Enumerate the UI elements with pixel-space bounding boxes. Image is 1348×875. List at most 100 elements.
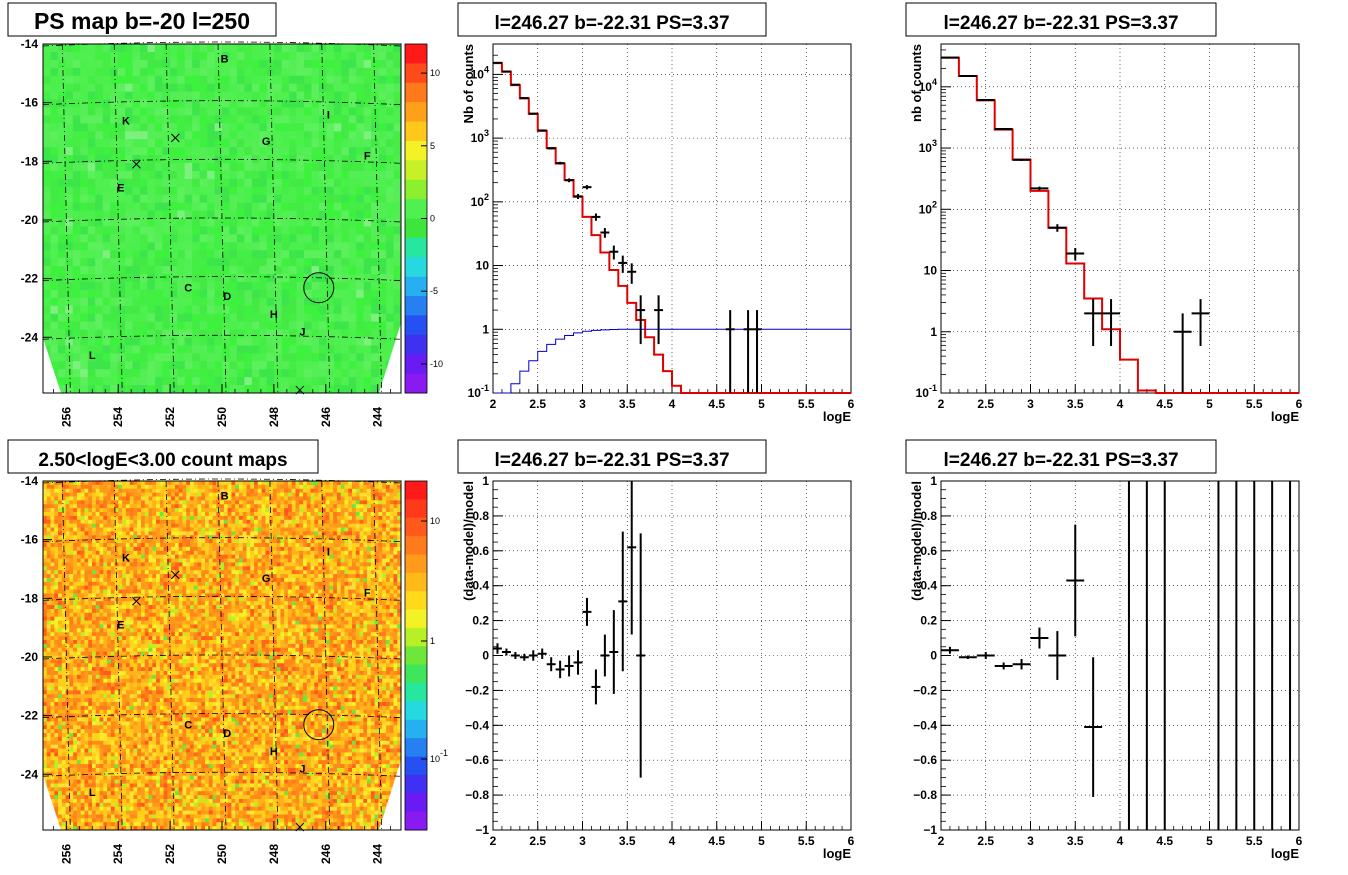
map-cell: [215, 274, 223, 282]
map-cell: [341, 345, 349, 353]
map-cell: [50, 68, 58, 76]
map-cell: [62, 570, 66, 574]
map-cell: [267, 219, 275, 227]
map-cell: [326, 578, 330, 582]
map-cell: [326, 528, 330, 532]
map-cell: [126, 481, 130, 485]
map-cell: [243, 555, 247, 559]
map-cell: [314, 508, 318, 512]
map-cell: [81, 524, 85, 528]
map-cell: [62, 528, 66, 532]
map-cell: [175, 485, 179, 489]
map-cell: [312, 139, 320, 147]
map-cell: [177, 76, 185, 84]
map-cell: [229, 179, 237, 187]
map-cell: [152, 590, 156, 594]
map-cell: [252, 219, 260, 227]
map-cell: [162, 123, 170, 131]
map-cell: [133, 44, 141, 52]
map-cell: [167, 512, 171, 516]
map-cell: [96, 485, 100, 489]
map-cell: [152, 520, 156, 524]
map-cell: [140, 60, 148, 68]
map-cell: [215, 131, 223, 139]
map-cell: [213, 481, 217, 485]
map-cell: [239, 586, 243, 590]
map-cell: [122, 528, 126, 532]
map-cell: [307, 512, 311, 516]
map-cell: [201, 559, 205, 563]
map-cell: [177, 187, 185, 195]
map-cell: [378, 481, 382, 485]
map-cell: [344, 586, 348, 590]
map-cell: [274, 219, 282, 227]
map-cell: [299, 562, 303, 566]
map-cell: [284, 586, 288, 590]
map-cell: [297, 187, 305, 195]
map-cell: [192, 84, 200, 92]
map-cell: [356, 100, 364, 108]
map-cell: [51, 485, 55, 489]
map-cell: [50, 314, 58, 322]
map-cell: [295, 504, 299, 508]
map-cell: [239, 539, 243, 543]
map-cell: [341, 578, 345, 582]
map-cell: [43, 52, 51, 60]
map-cell: [284, 528, 288, 532]
map-cell: [80, 226, 88, 234]
map-cell: [182, 547, 186, 551]
map-cell: [147, 163, 155, 171]
map-cell: [235, 504, 239, 508]
map-cell: [215, 385, 223, 393]
map-cell: [348, 566, 352, 570]
map-cell: [155, 345, 163, 353]
map-cell: [318, 516, 322, 520]
map-cell: [54, 485, 58, 489]
map-cell: [348, 512, 352, 516]
map-cell: [329, 489, 333, 493]
map-cell: [243, 539, 247, 543]
map-cell: [215, 314, 223, 322]
map-cell: [179, 535, 183, 539]
map-cell: [137, 493, 141, 497]
map-cell: [66, 485, 70, 489]
map-cell: [231, 535, 235, 539]
map-cell: [329, 497, 333, 501]
map-cell: [344, 559, 348, 563]
map-cell: [179, 551, 183, 555]
map-cell: [274, 92, 282, 100]
map-cell: [229, 322, 237, 330]
map-cell: [314, 570, 318, 574]
map-cell: [267, 266, 275, 274]
map-cell: [284, 574, 288, 578]
map-cell: [145, 520, 149, 524]
map-cell: [155, 107, 163, 115]
map-cell: [334, 345, 342, 353]
map-cell: [394, 92, 402, 100]
map-cell: [394, 282, 402, 290]
map-cell: [304, 337, 312, 345]
map-cell: [349, 369, 357, 377]
map-cell: [273, 512, 277, 516]
map-cell: [170, 345, 178, 353]
map-cell: [337, 531, 341, 535]
map-cell: [322, 551, 326, 555]
map-cell: [81, 566, 85, 570]
map-cell: [47, 504, 51, 508]
map-cell: [110, 298, 118, 306]
map-cell: [364, 306, 372, 314]
map-cell: [322, 500, 326, 504]
map-cell: [145, 485, 149, 489]
map-cell: [207, 147, 215, 155]
map-cell: [231, 485, 235, 489]
map-cell: [239, 566, 243, 570]
map-cell: [289, 179, 297, 187]
map-cell: [66, 489, 70, 493]
map-cell: [62, 520, 66, 524]
map-cell: [149, 543, 153, 547]
map-cell: [386, 586, 390, 590]
map-cell: [262, 520, 266, 524]
map-cell: [237, 52, 245, 60]
map-cell: [386, 562, 390, 566]
map-cell: [145, 516, 149, 520]
